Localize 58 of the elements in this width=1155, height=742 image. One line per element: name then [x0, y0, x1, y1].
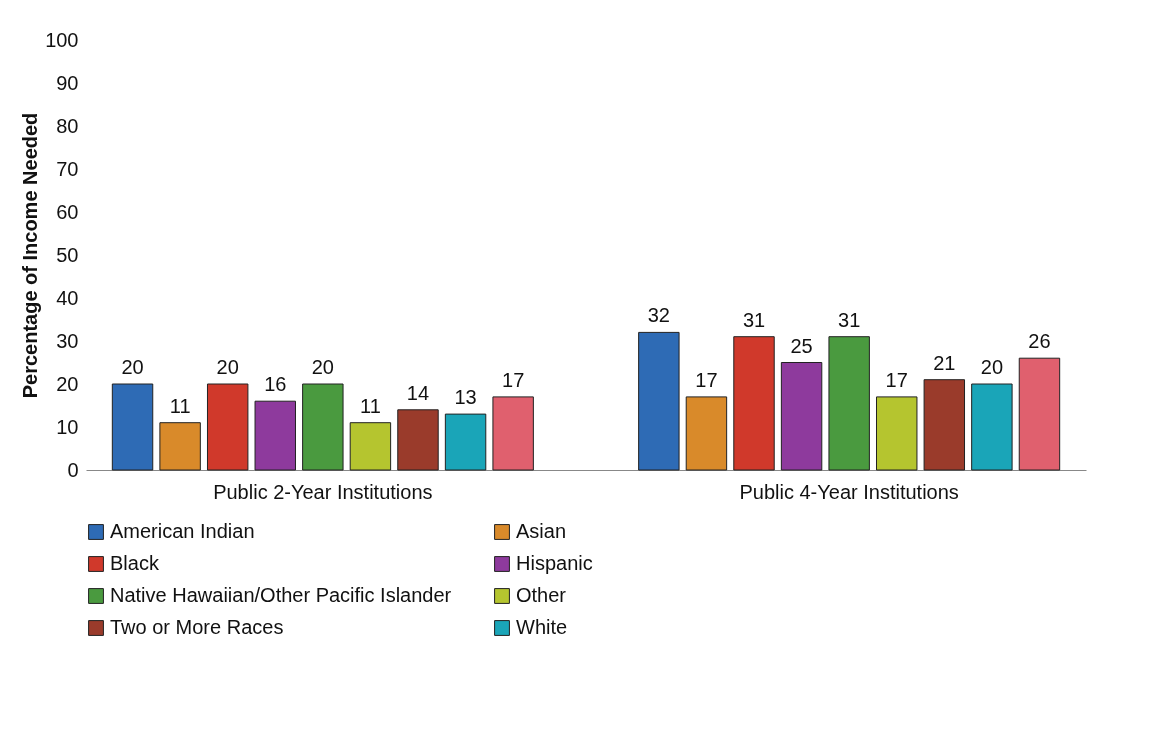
bar: [111, 383, 154, 471]
data-label: 32: [647, 304, 670, 327]
legend-label: Asian: [516, 520, 567, 542]
data-label: 20: [311, 356, 334, 378]
data-label: 16: [264, 373, 287, 396]
data-label: 17: [885, 368, 908, 391]
y-tick-label: 90: [56, 71, 79, 94]
y-tick-label: 0: [67, 458, 79, 481]
data-label: 25: [790, 334, 813, 357]
bar: [349, 422, 392, 471]
bar: [971, 383, 1013, 471]
y-tick-label: 100: [45, 28, 79, 51]
y-tick-label: 40: [56, 286, 79, 309]
y-tick-label: 30: [56, 329, 79, 352]
data-label: 20: [980, 356, 1004, 378]
data-label: 20: [121, 356, 144, 378]
data-label: 11: [169, 394, 191, 417]
x-tick-label: Public 2-Year Institutions: [213, 480, 433, 503]
bar: [444, 413, 487, 471]
data-label: 11: [360, 394, 381, 417]
bar: [638, 331, 680, 471]
data-label: 31: [742, 308, 766, 331]
data-label: 20: [216, 356, 239, 378]
bar: [828, 336, 870, 471]
data-label: 13: [454, 386, 477, 409]
bar: [780, 362, 823, 471]
y-tick-label: 20: [56, 372, 79, 395]
data-label: 17: [695, 368, 718, 391]
bar: [876, 396, 918, 471]
data-label: 17: [502, 368, 525, 391]
legend-label: Black: [110, 552, 160, 574]
data-label: 31: [838, 308, 861, 331]
legend-label: Two or More Races: [110, 616, 284, 638]
bar: [733, 336, 775, 471]
y-tick-label: 60: [56, 200, 79, 223]
y-tick-label: 70: [56, 157, 79, 180]
data-label: 14: [406, 381, 430, 404]
bar: [492, 396, 534, 471]
bar: [923, 379, 966, 471]
legend-label: Native Hawaiian/Other Pacific Islander: [110, 584, 452, 606]
bar: [685, 396, 728, 471]
x-tick-label: Public 4-Year Institutions: [739, 480, 959, 503]
data-label: 21: [933, 351, 956, 374]
bar: [254, 400, 296, 471]
y-tick-label: 50: [56, 243, 79, 266]
bar: [1018, 357, 1061, 471]
bar: [206, 383, 249, 471]
legend-label: Hispanic: [516, 552, 593, 574]
y-tick-label: 80: [56, 114, 79, 137]
bar: [302, 383, 344, 471]
data-label: 26: [1028, 330, 1051, 353]
legend-label: White: [516, 616, 568, 638]
legend-label: Other: [516, 584, 567, 606]
bar: [397, 409, 439, 471]
legend-label: American Indian: [110, 520, 255, 542]
y-tick-label: 10: [56, 415, 79, 438]
y-axis-title: Percentage of Income Needed: [19, 112, 42, 399]
bar: [159, 422, 201, 471]
